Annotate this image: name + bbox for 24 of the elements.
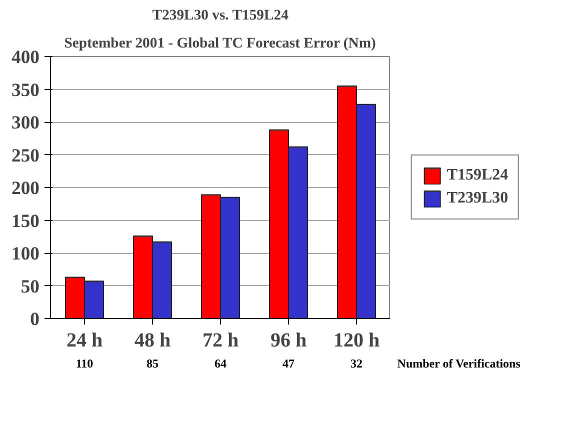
text: 110 — [76, 356, 94, 370]
text: 85 — [146, 356, 158, 370]
legend-label: T159L24 — [446, 166, 508, 184]
y-tick-label: 300 — [12, 112, 40, 134]
y-tick-label: 50 — [20, 276, 40, 298]
y-tick-label: 150 — [12, 210, 40, 232]
y-tick-label: 200 — [12, 178, 40, 199]
y-tick-label: 350 — [12, 80, 40, 101]
text: Number of Verifications — [397, 356, 521, 370]
x-tick-label: 24 h — [66, 330, 103, 352]
x-tick-label: 72 h — [202, 330, 239, 352]
text: 32 — [350, 356, 362, 370]
y-tick-label: 100 — [12, 244, 40, 264]
x-tick-label: 48 h — [134, 330, 171, 352]
y-tick-label: 0 — [30, 309, 40, 330]
y-tick-label: 400 — [12, 47, 40, 68]
y-tick-label: 250 — [12, 145, 40, 166]
x-tick-label: 96 h — [270, 330, 307, 352]
text: 64 — [214, 356, 226, 370]
x-tick-label: 120 h — [333, 330, 380, 352]
legend-label: T239L30 — [446, 190, 508, 208]
chart-subtitle: September 2001 - Global TC Forecast Error (Nm) — [64, 36, 376, 52]
chart-title: T239L30 vs. T159L24 — [152, 8, 290, 24]
text: 47 — [282, 356, 294, 370]
